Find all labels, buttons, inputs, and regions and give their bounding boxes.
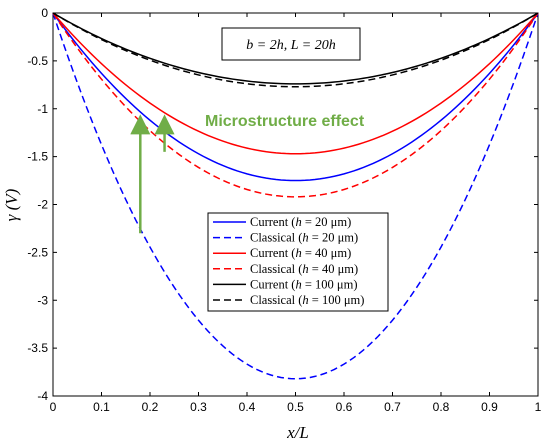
x-tick-label: 0.5	[287, 400, 304, 414]
y-axis-title: γ (V)	[2, 188, 21, 221]
series-line-1	[52, 12, 539, 182]
legend-label-1: Current (h = 20 μm)	[250, 215, 351, 229]
y-tick-label: -1	[37, 102, 48, 116]
series-line-2	[52, 12, 539, 380]
plot-area	[52, 12, 539, 397]
x-tick-label: 0.1	[93, 400, 110, 414]
y-tick-label: 0	[41, 6, 48, 20]
x-tick-label: 0.8	[433, 400, 450, 414]
y-tick-label: -2.5	[27, 245, 48, 259]
legend-label-3: Current (h = 40 μm)	[250, 246, 351, 260]
arrow-layer	[130, 114, 175, 234]
legend-label-5: Current (h = 100 μm)	[250, 277, 358, 291]
y-tick-label: -1.5	[27, 150, 48, 164]
y-tick-label: -2	[37, 198, 48, 212]
x-tick-label: 0.9	[481, 400, 498, 414]
y-tick-label: -3.5	[27, 341, 48, 355]
parameter-text: b = 2h, L = 20h	[246, 38, 335, 53]
x-tick-label: 0.4	[239, 400, 256, 414]
x-tick-label: 0.2	[142, 400, 159, 414]
y-tick-label: -4	[37, 389, 48, 403]
legend-label-2: Classical (h = 20 μm)	[250, 231, 358, 245]
x-axis-title: x/L	[286, 423, 309, 442]
x-tick-label: 0	[50, 400, 57, 414]
legend-label-4: Classical (h = 40 μm)	[250, 262, 358, 276]
annotation-microstructure: Microstructure effect	[205, 113, 365, 130]
y-tick-label: -0.5	[27, 54, 48, 68]
x-tick-label: 0.6	[336, 400, 353, 414]
x-axis-ticks: 0 0.1 0.2 0.3 0.4 0.5 0.6 0.7 0.8 0.9 1	[50, 13, 542, 414]
y-tick-label: -3	[37, 293, 48, 307]
series-layer	[52, 12, 539, 380]
x-tick-label: 0.7	[384, 400, 401, 414]
x-tick-label: 1	[535, 400, 542, 414]
legend-label-6: Classical (h = 100 μm)	[250, 293, 364, 307]
series-line-3	[52, 12, 539, 155]
x-tick-label: 0.3	[190, 400, 207, 414]
parameter-box: b = 2h, L = 20h	[221, 27, 361, 61]
series-line-6	[52, 12, 539, 88]
legend: Current (h = 20 μm) Classical (h = 20 μm)…	[207, 212, 389, 312]
series-line-5	[52, 12, 539, 85]
